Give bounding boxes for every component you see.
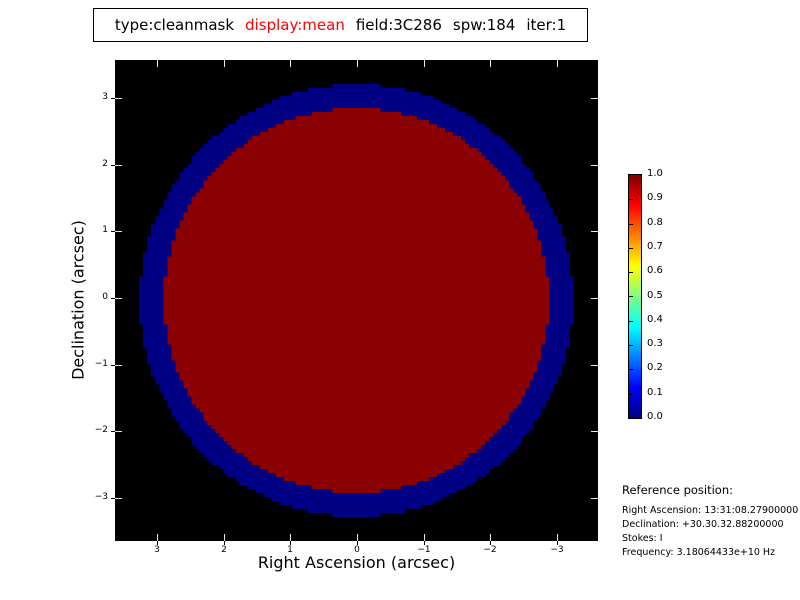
reference-stokes: Stokes: I xyxy=(622,533,663,544)
title-segment-type: type:cleanmask xyxy=(114,16,235,34)
colorbar-tick-mark xyxy=(629,321,633,322)
x-tick-label: 0 xyxy=(354,545,360,555)
y-tick-label: −2 xyxy=(94,425,108,435)
colorbar xyxy=(628,174,642,419)
reference-position-block: Reference position: Right Ascension: 13:… xyxy=(622,483,798,560)
colorbar-tick-mark xyxy=(629,224,633,225)
reference-right-ascension: Right Ascension: 13:31:08.27900000 xyxy=(622,505,799,516)
x-tick-mark xyxy=(490,60,491,67)
y-tick-mark xyxy=(591,98,598,99)
y-tick-label: 1 xyxy=(102,225,108,235)
x-tick-mark xyxy=(424,541,425,545)
x-tick-mark xyxy=(557,541,558,545)
colorbar-tick-label: 0.3 xyxy=(647,338,663,349)
x-tick-mark xyxy=(357,60,358,67)
colorbar-tick-mark xyxy=(629,199,633,200)
x-axis-label: Right Ascension (arcsec) xyxy=(257,553,456,572)
colorbar-tick-mark xyxy=(629,394,633,395)
y-tick-label: −3 xyxy=(94,492,108,502)
colorbar-tick-label: 0.2 xyxy=(647,362,663,373)
reference-heading: Reference position: xyxy=(622,483,733,497)
x-tick-label: 1 xyxy=(287,545,293,555)
y-tick-mark xyxy=(115,165,122,166)
y-tick-label: 3 xyxy=(102,92,108,102)
y-tick-mark xyxy=(115,431,122,432)
y-tick-mark xyxy=(115,298,122,299)
y-tick-mark xyxy=(111,98,115,99)
y-tick-mark xyxy=(591,498,598,499)
mask-image xyxy=(115,60,598,541)
plot-title-box: type:cleanmask display:mean field:3C286 … xyxy=(93,8,588,42)
y-tick-mark xyxy=(111,498,115,499)
y-tick-label: −1 xyxy=(94,359,108,369)
y-tick-mark xyxy=(591,298,598,299)
colorbar-tick-label: 0.4 xyxy=(647,314,663,325)
x-tick-mark xyxy=(557,534,558,541)
y-tick-mark xyxy=(111,365,115,366)
x-tick-mark xyxy=(224,60,225,67)
title-segment-display: display:mean xyxy=(245,16,345,34)
y-axis-label: Declination (arcsec) xyxy=(68,220,88,380)
colorbar-tick-label: 0.1 xyxy=(647,387,663,398)
x-tick-mark xyxy=(490,541,491,545)
y-tick-mark xyxy=(111,298,115,299)
x-tick-mark xyxy=(357,534,358,541)
x-tick-label: −1 xyxy=(417,545,431,555)
y-tick-mark xyxy=(111,231,115,232)
x-tick-mark xyxy=(290,541,291,545)
y-tick-mark xyxy=(115,498,122,499)
y-tick-mark xyxy=(591,365,598,366)
colorbar-tick-mark xyxy=(629,296,633,297)
y-tick-mark xyxy=(591,431,598,432)
x-tick-mark xyxy=(357,541,358,545)
colorbar-tick-label: 0.9 xyxy=(647,192,663,203)
y-tick-mark xyxy=(111,165,115,166)
colorbar-tick-label: 1.0 xyxy=(647,168,663,179)
colorbar-tick-mark xyxy=(629,248,633,249)
colorbar-tick-label: 0.6 xyxy=(647,265,663,276)
x-tick-mark xyxy=(157,534,158,541)
y-tick-mark xyxy=(591,165,598,166)
x-tick-mark xyxy=(290,60,291,67)
x-tick-mark xyxy=(424,60,425,67)
x-tick-mark xyxy=(224,534,225,541)
plot-area xyxy=(111,60,598,545)
colorbar-tick-label: 0.0 xyxy=(647,411,663,422)
x-tick-mark xyxy=(157,541,158,545)
x-tick-mark xyxy=(490,534,491,541)
x-tick-label: 2 xyxy=(221,545,227,555)
y-tick-label: 0 xyxy=(102,292,108,302)
x-tick-mark xyxy=(290,534,291,541)
colorbar-tick-mark xyxy=(629,369,633,370)
x-tick-label: −3 xyxy=(550,545,564,555)
colorbar-tick-label: 0.8 xyxy=(647,217,663,228)
colorbar-tick-label: 0.5 xyxy=(647,290,663,301)
reference-frequency: Frequency: 3.18064433e+10 Hz xyxy=(622,547,776,558)
title-segment-spw: spw:184 xyxy=(452,16,516,34)
y-tick-mark xyxy=(111,431,115,432)
x-tick-label: −2 xyxy=(483,545,497,555)
colorbar-tick-mark xyxy=(629,345,633,346)
x-tick-mark xyxy=(557,60,558,67)
y-tick-mark xyxy=(115,365,122,366)
y-tick-label: 2 xyxy=(102,159,108,169)
reference-declination: Declination: +30.30.32.88200000 xyxy=(622,519,784,530)
y-tick-mark xyxy=(115,231,122,232)
title-segment-iter: iter:1 xyxy=(526,16,567,34)
colorbar-tick-label: 0.7 xyxy=(647,241,663,252)
x-tick-mark xyxy=(424,534,425,541)
y-tick-mark xyxy=(591,231,598,232)
x-tick-mark xyxy=(224,541,225,545)
x-tick-label: 3 xyxy=(154,545,160,555)
colorbar-tick-mark xyxy=(629,272,633,273)
y-tick-mark xyxy=(115,98,122,99)
title-segment-field: field:3C286 xyxy=(355,16,442,34)
x-tick-mark xyxy=(157,60,158,67)
